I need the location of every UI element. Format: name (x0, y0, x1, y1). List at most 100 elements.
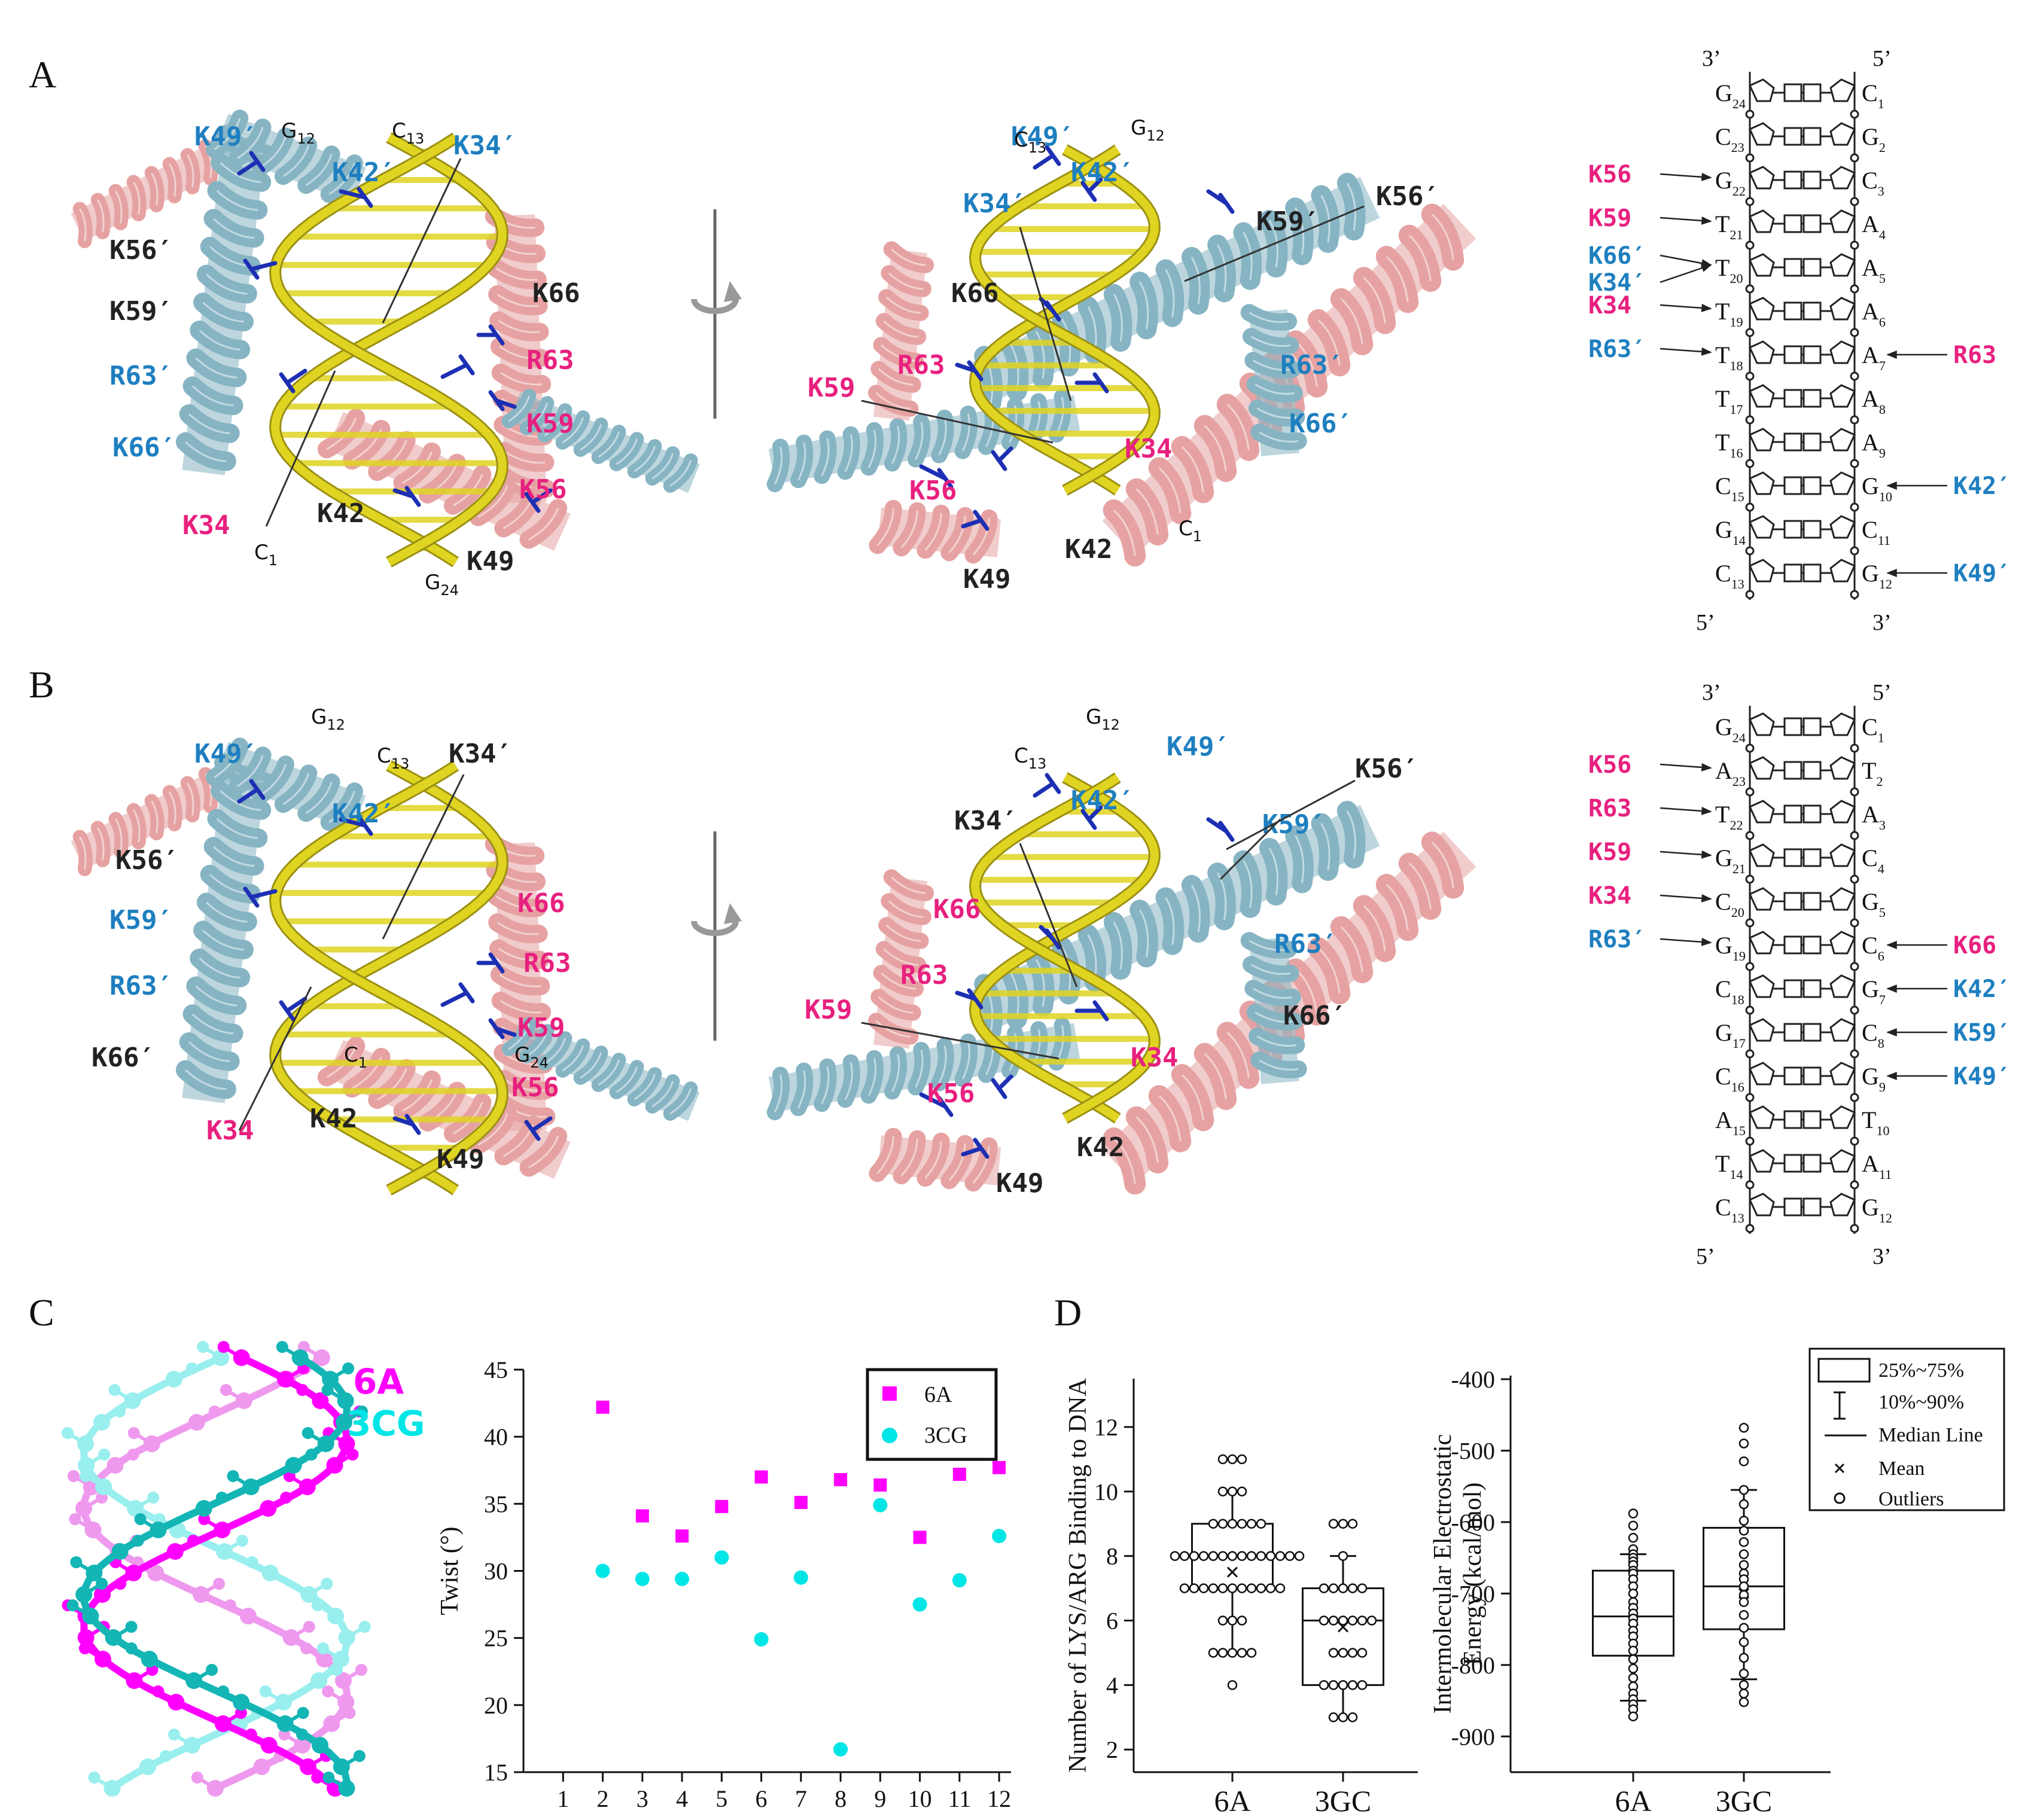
b-front-residue-label: K66 (517, 888, 565, 919)
data-point (1246, 1648, 1257, 1658)
ladder-base-label: C8 (1862, 1019, 1884, 1051)
atom-ball (134, 1513, 147, 1525)
ladder-base-label: T2 (1862, 757, 1883, 789)
sugar-ring (1829, 471, 1856, 495)
ladder-arrow (1660, 264, 1712, 283)
lysine-sidechain (440, 982, 475, 1007)
ladder-base-label: C1 (1862, 80, 1884, 111)
data-point (1328, 1712, 1339, 1723)
base-rect (1802, 520, 1822, 539)
lysine-sidechain (991, 1074, 1013, 1099)
b-front-residue-label: K59 (517, 1013, 565, 1043)
lysine-sidechain (279, 368, 307, 394)
data-point (1347, 1615, 1358, 1626)
lysine-sidechain (1033, 773, 1061, 798)
ladder-base-label: A6 (1862, 298, 1886, 330)
protein-helix (869, 499, 1001, 564)
ladder-arrow (1660, 216, 1712, 225)
x-category-label: 6A (1615, 1784, 1651, 1818)
ladder-base-label: T20 (1715, 254, 1743, 286)
a-rot-residue-label: K59′ (1256, 206, 1320, 237)
lysine-sidechain (1080, 177, 1103, 202)
b-front-residue-label: R63′ (109, 971, 173, 1001)
a-rot-residue-label: K59 (808, 373, 855, 403)
sugar-ring (1829, 843, 1856, 867)
atom-ball (88, 1772, 101, 1784)
base-rect (1802, 432, 1822, 452)
y-axis-label: Number of LYS/ARG Binding to DNA (1064, 1378, 1092, 1773)
data-point (1347, 1519, 1358, 1529)
base-rect (1802, 389, 1822, 408)
ladder-arrow (1660, 172, 1712, 181)
protein-helix (71, 767, 229, 876)
atom-ball (217, 1341, 230, 1353)
x-tick-label: 7 (795, 1785, 807, 1812)
ladder-residue-label: R63 (1953, 342, 1996, 369)
data-point (1628, 1645, 1639, 1656)
atom-ball (322, 1772, 335, 1784)
base-rect (1802, 1154, 1822, 1173)
sugar-ring (1829, 253, 1856, 277)
leader-line (861, 1022, 1059, 1060)
data-point (1738, 1653, 1749, 1663)
base-rect (1783, 1154, 1802, 1173)
ladder-residue-label: K56 (1588, 751, 1631, 779)
a-rot-residue-label: K56 (909, 475, 957, 506)
data-point (1628, 1520, 1639, 1531)
data-point (1357, 1648, 1368, 1658)
data-point (1628, 1589, 1639, 1599)
b-front-residue-label: R63 (523, 948, 571, 978)
data-point (1738, 1549, 1749, 1559)
protein-helix (317, 408, 571, 551)
data-point (1738, 1697, 1749, 1708)
data-point (1628, 1532, 1639, 1543)
data-point (1347, 1680, 1358, 1690)
ladder-base-label: C16 (1715, 1063, 1744, 1095)
base-rect (1783, 258, 1802, 277)
base-rect (1802, 301, 1822, 321)
ladder-base-label: G22 (1715, 167, 1746, 199)
sugar-ring (1829, 974, 1856, 998)
data-point (1227, 1519, 1238, 1529)
sugar-ring (1829, 340, 1856, 364)
base-rect (1802, 935, 1822, 955)
y-axis-label: Twist (°) (436, 1526, 464, 1615)
data-point (1265, 1583, 1276, 1593)
y-tick-label: 20 (484, 1692, 508, 1719)
base-rect (1783, 389, 1802, 408)
data-point (1628, 1663, 1639, 1674)
a-rot-residue-label: R63 (897, 350, 945, 380)
base-rect (1802, 761, 1822, 780)
y-axis-label: Energy (kcal/mol) (1459, 1483, 1487, 1666)
atom-ball (322, 1685, 334, 1697)
rotation-arrow-icon (691, 209, 742, 419)
ladder-end-label: 3’ (1872, 1244, 1892, 1269)
chart-legend: 6A 3CG (866, 1368, 998, 1461)
atom-ball (208, 1406, 221, 1417)
ladder-base-label: A23 (1715, 757, 1746, 789)
nt-label: G24 (425, 571, 459, 599)
data-point (1237, 1615, 1247, 1626)
ladder-end-label: 5’ (1872, 680, 1892, 705)
ladder-end-label: 5’ (1696, 610, 1715, 635)
b-front-residue-label: K56′ (115, 845, 179, 876)
y-tick-label: 12 (1094, 1414, 1118, 1441)
ladder-base-label: T10 (1862, 1106, 1889, 1138)
data-point (1237, 1454, 1247, 1465)
sugar-ring (1829, 1149, 1856, 1173)
sugar-ring (1829, 756, 1856, 780)
base-rect (1802, 1066, 1822, 1086)
data-point (1319, 1680, 1329, 1690)
sugar-ring (1829, 515, 1856, 539)
sugar-ring (1829, 931, 1856, 955)
data-point (1227, 1615, 1238, 1626)
atom-ball (78, 1642, 91, 1654)
nt-label: G12 (281, 119, 315, 147)
lysine-sidechain (339, 815, 373, 836)
lysine-sidechain (991, 446, 1013, 471)
mean-marker (1226, 1566, 1238, 1578)
sugar-ring (1829, 428, 1856, 452)
ladder-base-label: C23 (1715, 123, 1744, 155)
ladder-residue-label: K34′ (1588, 269, 1646, 297)
atom-ball (246, 1556, 258, 1568)
